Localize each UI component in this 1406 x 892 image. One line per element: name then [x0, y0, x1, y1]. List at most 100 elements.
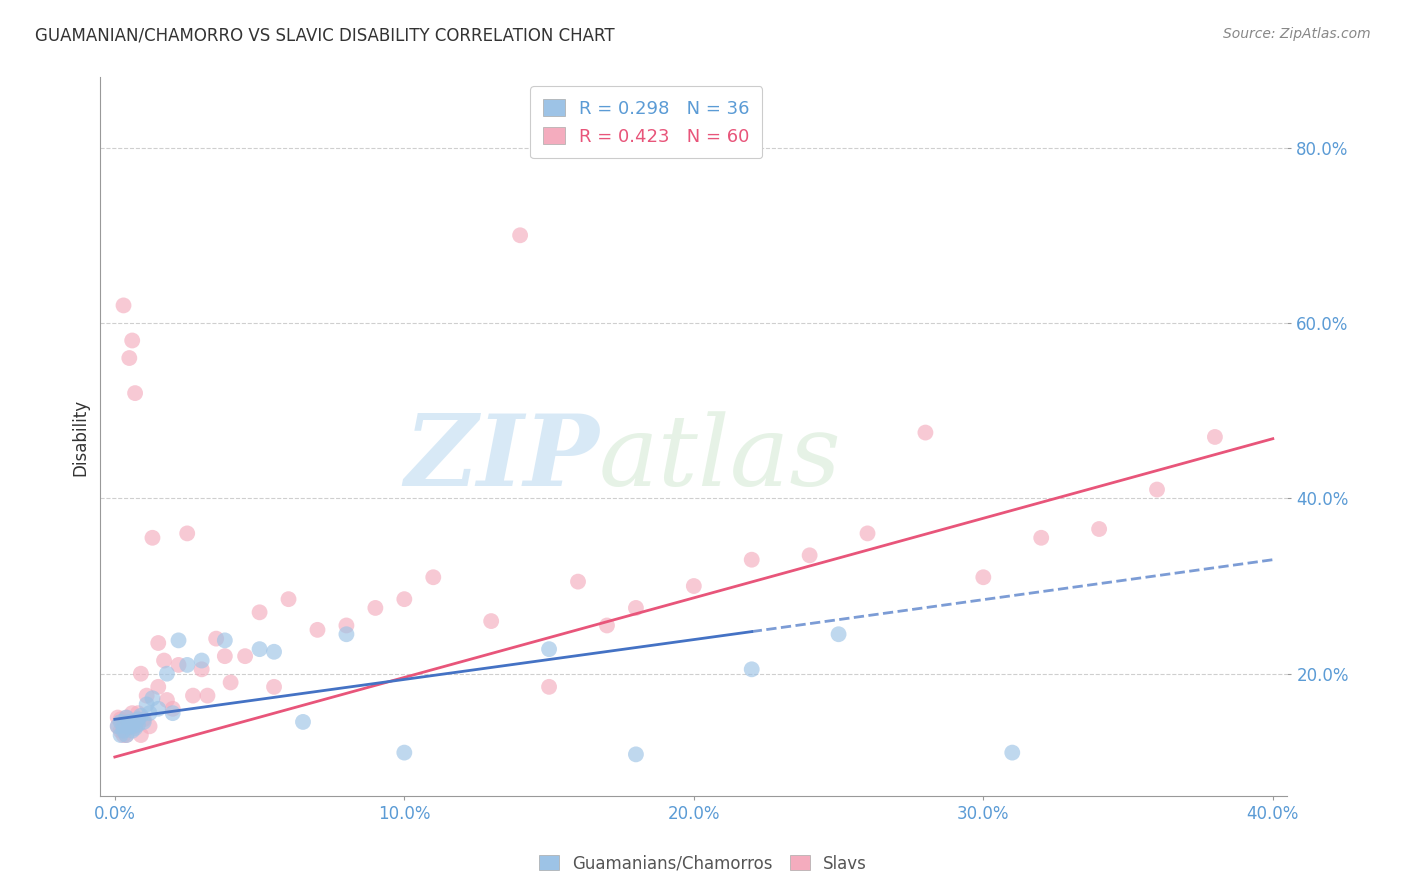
Point: [509, 228, 531, 243]
Point: [138, 706, 160, 720]
Point: [124, 721, 146, 735]
Point: [148, 702, 170, 716]
Point: [249, 605, 271, 619]
Point: [121, 719, 143, 733]
Point: [118, 719, 141, 733]
Point: [335, 627, 357, 641]
Point: [127, 706, 149, 720]
Point: [156, 693, 179, 707]
Point: [127, 712, 149, 726]
Point: [181, 689, 204, 703]
Point: [162, 706, 184, 720]
Point: [115, 728, 138, 742]
Point: [190, 662, 212, 676]
Point: [141, 691, 163, 706]
Text: Source: ZipAtlas.com: Source: ZipAtlas.com: [1223, 27, 1371, 41]
Point: [335, 618, 357, 632]
Point: [148, 680, 170, 694]
Point: [567, 574, 589, 589]
Point: [214, 633, 236, 648]
Point: [292, 714, 315, 729]
Legend: R = 0.298   N = 36, R = 0.423   N = 60: R = 0.298 N = 36, R = 0.423 N = 60: [530, 87, 762, 159]
Legend: Guamanians/Chamorros, Slavs: Guamanians/Chamorros, Slavs: [533, 848, 873, 880]
Point: [263, 645, 285, 659]
Point: [138, 719, 160, 733]
Point: [153, 654, 176, 668]
Point: [1088, 522, 1111, 536]
Point: [914, 425, 936, 440]
Point: [118, 351, 141, 365]
Point: [115, 710, 138, 724]
Point: [214, 649, 236, 664]
Point: [115, 728, 138, 742]
Point: [124, 719, 146, 733]
Point: [176, 657, 198, 672]
Point: [624, 601, 647, 615]
Point: [127, 712, 149, 726]
Point: [219, 675, 242, 690]
Point: [115, 710, 138, 724]
Point: [176, 526, 198, 541]
Point: [233, 649, 256, 664]
Point: [538, 680, 561, 694]
Text: ZIP: ZIP: [404, 410, 599, 507]
Point: [135, 698, 157, 712]
Point: [107, 719, 129, 733]
Point: [197, 689, 219, 703]
Point: [190, 654, 212, 668]
Point: [1204, 430, 1226, 444]
Point: [112, 719, 135, 733]
Point: [107, 719, 129, 733]
Point: [107, 710, 129, 724]
Point: [972, 570, 994, 584]
Point: [394, 746, 416, 760]
Y-axis label: Disability: Disability: [72, 399, 89, 475]
Point: [118, 714, 141, 729]
Point: [124, 386, 146, 401]
Point: [479, 614, 502, 628]
Point: [682, 579, 704, 593]
Point: [394, 592, 416, 607]
Point: [110, 714, 132, 729]
Point: [121, 334, 143, 348]
Point: [249, 642, 271, 657]
Point: [364, 601, 387, 615]
Point: [121, 706, 143, 720]
Point: [856, 526, 879, 541]
Point: [205, 632, 228, 646]
Point: [132, 712, 155, 726]
Point: [129, 708, 152, 723]
Point: [112, 723, 135, 738]
Point: [827, 627, 849, 641]
Point: [129, 666, 152, 681]
Point: [141, 531, 163, 545]
Point: [741, 552, 763, 566]
Point: [110, 712, 132, 726]
Point: [112, 298, 135, 312]
Point: [538, 642, 561, 657]
Point: [110, 728, 132, 742]
Point: [1001, 746, 1024, 760]
Point: [132, 714, 155, 729]
Point: [110, 723, 132, 738]
Point: [148, 636, 170, 650]
Point: [167, 633, 190, 648]
Point: [1031, 531, 1053, 545]
Point: [307, 623, 329, 637]
Point: [1146, 483, 1168, 497]
Point: [167, 657, 190, 672]
Point: [624, 747, 647, 762]
Point: [135, 689, 157, 703]
Point: [112, 728, 135, 742]
Point: [118, 719, 141, 733]
Point: [129, 728, 152, 742]
Point: [422, 570, 444, 584]
Point: [799, 549, 821, 563]
Point: [277, 592, 299, 607]
Text: atlas: atlas: [599, 411, 842, 506]
Point: [741, 662, 763, 676]
Point: [596, 618, 619, 632]
Point: [127, 717, 149, 731]
Point: [156, 666, 179, 681]
Text: GUAMANIAN/CHAMORRO VS SLAVIC DISABILITY CORRELATION CHART: GUAMANIAN/CHAMORRO VS SLAVIC DISABILITY …: [35, 27, 614, 45]
